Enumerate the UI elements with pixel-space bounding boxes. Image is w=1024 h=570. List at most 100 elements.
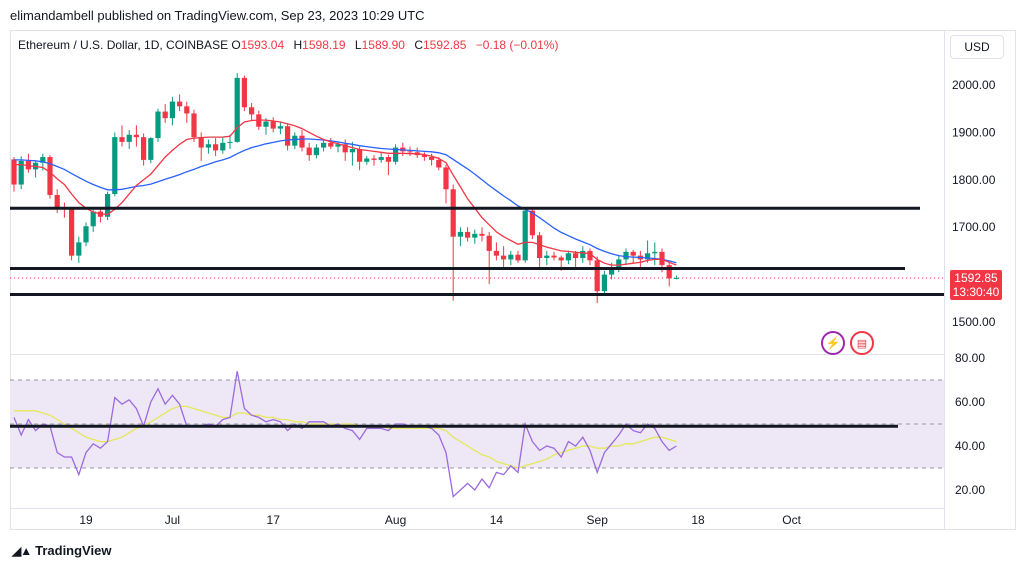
candle-body [148,138,154,160]
time-axis-label: Aug [385,513,406,527]
ma-fast-line [14,119,677,266]
open-value: 1593.04 [240,38,285,52]
candle-body [299,135,305,148]
candle-body [645,253,651,260]
candle-body [205,144,211,148]
ma-slow-line [14,138,677,264]
price-change: −0.18 (−0.01%) [475,38,559,52]
candle-body [11,159,17,185]
candle-body [666,265,672,279]
rsi-line [13,371,677,498]
candle-body [623,251,629,260]
candle-body [673,277,679,279]
candle-body [321,142,327,148]
candle-body [479,233,485,236]
candle-body [40,157,46,163]
candle-body [342,144,348,153]
candle-body [198,137,204,148]
candle-body [587,250,593,261]
candle-body [18,160,24,185]
candle-body [493,250,499,256]
time-axis-separator [10,508,944,509]
price-axis-separator [944,30,945,530]
time-axis-label: Sep [587,513,609,527]
candle-body [472,233,478,238]
candle-body [191,113,197,138]
last-price-value: 1592.85 [954,271,998,285]
time-axis-label: 14 [490,513,504,527]
candle-body [522,210,528,261]
candle-body [573,253,579,259]
tradingview-logo-icon: ◢▲ [12,543,32,558]
candle-body [407,151,413,153]
candle-body [609,267,615,275]
us-flag-event-icon[interactable]: ▤ [850,331,874,355]
candle-body [436,159,442,168]
price-tick-label: 2000.00 [952,78,996,92]
candle-body [155,111,161,139]
currency-button[interactable]: USD [950,35,1004,59]
candle-body [364,158,370,162]
candle-body [277,126,283,129]
price-tick-label: 1500.00 [952,315,996,329]
candle-body [551,255,557,258]
candle-body [565,253,571,261]
rsi-tick-label: 40.00 [955,439,985,453]
symbol-legend: Ethereum / U.S. Dollar, 1D, COINBASE O15… [18,38,564,52]
candle-body [220,142,226,151]
candle-body [371,158,377,160]
candle-body [515,254,521,261]
candle-body [378,157,384,160]
candle-body [90,211,96,227]
open-label: O [231,38,241,52]
candle-body [213,144,219,151]
candle-body [616,259,622,268]
candle-body [241,77,247,108]
time-axis-label: 17 [267,513,281,527]
tradingview-logo[interactable]: ◢▲ TradingView [12,543,111,558]
chart-frame [10,30,1016,530]
candle-body [594,260,600,292]
candle-body [580,250,586,259]
candle-body [465,231,471,238]
candle-body [335,144,341,147]
candle-body [457,231,463,237]
candle-body [328,142,334,147]
candle-body [393,147,399,162]
last-price-tag: 1592.85 13:30:40 [950,270,1002,300]
candle-body [177,101,183,107]
candle-body [544,255,550,259]
candle-body [508,254,514,260]
candle-body [249,107,255,115]
tradingview-logo-text: TradingView [35,543,112,558]
candle-body [263,121,269,127]
publisher-attribution: elimandambell published on TradingView.c… [10,8,425,23]
candle-body [105,194,111,217]
candle-body [133,134,139,138]
candle-body [306,147,312,156]
symbol-title[interactable]: Ethereum / U.S. Dollar, 1D, COINBASE [18,38,229,52]
candle-body [76,242,82,256]
candle-body [659,251,665,266]
high-value: 1598.19 [302,38,346,52]
candle-body [69,209,75,256]
candle-body [529,210,535,236]
candle-body [429,157,435,160]
candle-body [83,226,89,243]
time-axis-label: Jul [165,513,180,527]
candle-body [162,111,168,119]
rsi-tick-label: 20.00 [955,483,985,497]
candle-body [270,121,276,129]
rsi-tick-label: 80.00 [955,351,985,365]
candle-body [450,189,456,237]
candle-body [169,101,175,119]
candle-body [119,137,125,142]
candle-body [54,194,60,208]
candle-body [486,235,492,251]
pane-separator[interactable] [10,354,944,355]
lightning-event-icon[interactable]: ⚡ [821,331,845,355]
candle-body [141,137,147,160]
candle-body [47,157,53,195]
candle-body [652,251,658,254]
